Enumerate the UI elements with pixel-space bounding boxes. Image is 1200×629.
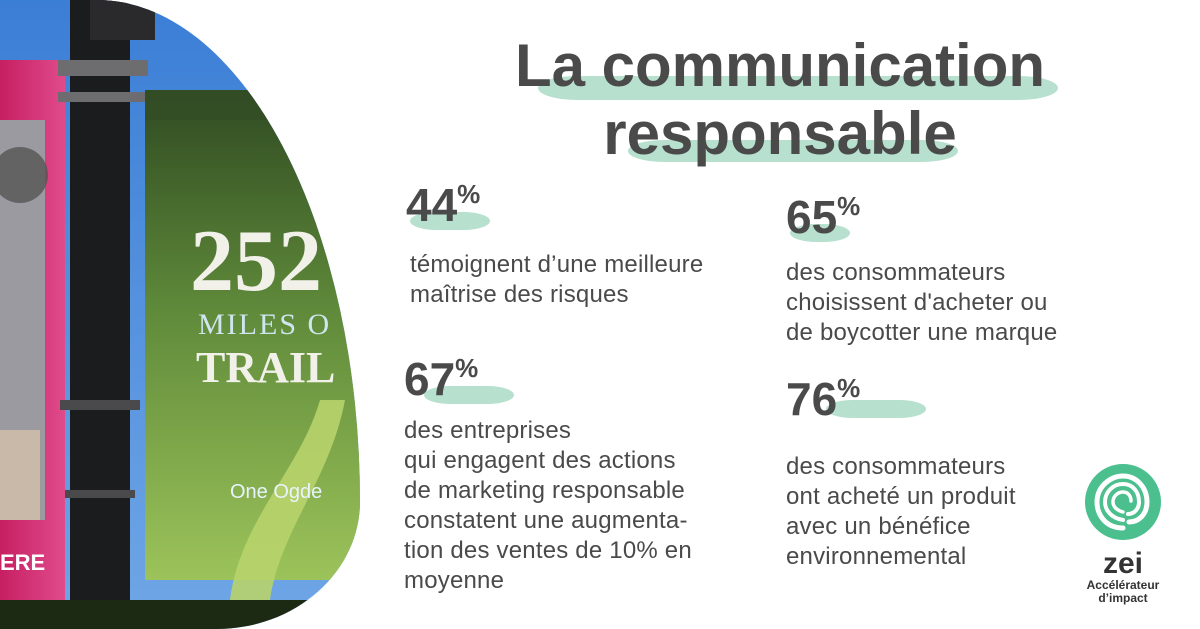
logo-name: zei <box>1102 547 1144 580</box>
title-line-2: responsable <box>603 100 957 167</box>
stat-value: 44% <box>406 180 490 230</box>
stat-description: témoignent d’une meilleure maîtrise des … <box>410 251 704 308</box>
zei-logo: zei Accélérateur d’impact <box>1080 462 1166 605</box>
street-banner-illustration: ERE 252 MILES O TRAIL One Ogde <box>0 0 360 629</box>
street-banner-photo: ERE 252 MILES O TRAIL One Ogde <box>0 0 360 629</box>
logo-tagline-2: d’impact <box>1098 591 1148 605</box>
stat-description: des consommateurs choisissent d'acheter … <box>786 259 1058 346</box>
stat-76: 76% des consommateurs ont acheté un prod… <box>786 374 1086 572</box>
lamp-pole <box>70 0 130 629</box>
stat-65: 65% des consommateurs choisissent d'ache… <box>786 192 1146 348</box>
stat-67: 67% des entreprises qui engagent des act… <box>404 354 774 596</box>
banner-number: 252 <box>190 213 322 310</box>
stat-value: 65% <box>786 191 861 243</box>
page-title: La communication responsable <box>460 32 1100 168</box>
stat-value: 67% <box>404 354 514 404</box>
banner-subtitle: MILES O <box>198 308 331 341</box>
logo-tagline-1: Accélérateur <box>1086 578 1160 592</box>
title-line-1: La communication <box>514 32 1046 99</box>
stat-description: des entreprises qui engagent des actions… <box>404 417 692 594</box>
banner-trail: TRAIL <box>196 343 335 392</box>
banner-brand: One Ogde <box>230 481 322 503</box>
stat-44: 44% témoignent d’une meilleure maîtrise … <box>406 180 776 310</box>
pink-banner-text: ERE <box>0 550 45 575</box>
stat-description: des consommateurs ont acheté un produit … <box>786 453 1016 570</box>
spiral-leaf-icon <box>1085 464 1161 540</box>
stat-value: 76% <box>786 374 926 424</box>
